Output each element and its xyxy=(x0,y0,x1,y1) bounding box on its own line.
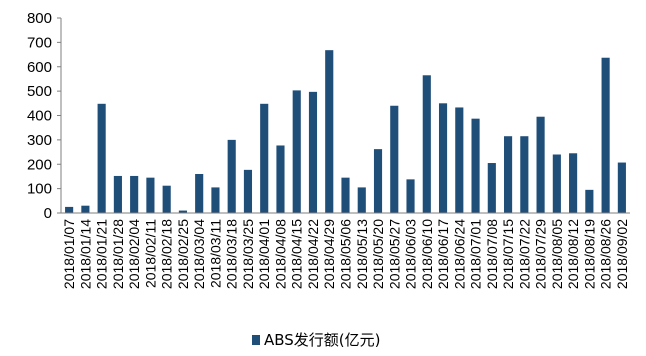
bar xyxy=(308,91,318,213)
x-tick-label: 2018/02/18 xyxy=(159,219,175,289)
x-tick-label: 2018/03/18 xyxy=(224,219,240,289)
bar xyxy=(227,139,236,213)
bar xyxy=(276,145,285,213)
legend: ABS发行额(亿元) xyxy=(252,331,381,349)
bar xyxy=(585,189,594,213)
bar xyxy=(406,179,415,213)
y-tick-label: 500 xyxy=(27,83,52,100)
x-tick-label: 2018/04/15 xyxy=(289,219,305,289)
x-tick-label: 2018/04/29 xyxy=(321,219,337,289)
x-axis: 2018/01/07 2018/01/14 2018/01/21 2018/01/28… xyxy=(61,212,630,289)
x-tick-label: 2018/03/11 xyxy=(207,219,223,288)
x-tick-label: 2018/07/15 xyxy=(500,219,516,289)
bar xyxy=(325,50,334,213)
x-tick-label: 2018/06/10 xyxy=(419,219,435,289)
bar xyxy=(260,103,269,213)
x-tick-label: 2018/05/27 xyxy=(386,219,402,289)
bar xyxy=(487,163,496,213)
bar xyxy=(292,90,301,213)
bar xyxy=(130,175,139,213)
y-tick-label: 800 xyxy=(27,10,52,27)
bar xyxy=(552,154,561,213)
bar xyxy=(211,187,220,213)
x-tick-label: 2018/08/05 xyxy=(549,219,565,289)
legend-swatch xyxy=(252,335,260,345)
x-tick-label: 2018/06/03 xyxy=(403,219,419,289)
y-tick-label: 300 xyxy=(27,132,52,149)
x-tick-label: 2018/07/01 xyxy=(468,219,484,289)
y-tick-label: 400 xyxy=(27,108,52,125)
bars xyxy=(65,50,626,214)
x-tick-label: 2018/08/26 xyxy=(598,219,614,289)
x-tick-label: 2018/03/04 xyxy=(191,219,207,289)
bar xyxy=(601,57,610,214)
bar xyxy=(471,118,480,213)
y-tick-label: 700 xyxy=(27,34,52,51)
y-tick-label: 600 xyxy=(27,59,52,76)
bar xyxy=(65,206,74,213)
bar xyxy=(162,185,171,213)
x-tick-label: 2018/03/25 xyxy=(240,219,256,289)
bar xyxy=(373,149,383,213)
bar xyxy=(357,187,366,213)
bar xyxy=(422,75,431,213)
bar xyxy=(520,136,529,213)
bar xyxy=(195,174,204,213)
bar xyxy=(341,177,350,213)
x-tick-label: 2018/05/06 xyxy=(338,219,354,289)
x-tick-label: 2018/01/07 xyxy=(61,219,77,289)
bar xyxy=(97,103,106,213)
bar xyxy=(536,116,545,213)
x-tick-label: 2018/01/14 xyxy=(77,219,93,289)
x-tick-label: 2018/08/12 xyxy=(565,219,581,289)
x-tick-label: 2018/07/29 xyxy=(533,219,549,289)
x-tick-label: 2018/07/22 xyxy=(516,219,532,289)
x-tick-label: 2018/08/19 xyxy=(581,219,597,289)
x-tick-label: 2018/04/22 xyxy=(305,219,321,289)
x-tick-label: 2018/04/01 xyxy=(256,219,272,289)
x-tick-label: 2018/02/11 xyxy=(142,219,158,288)
x-tick-label: 2018/07/08 xyxy=(484,219,500,289)
x-tick-label: 2018/02/04 xyxy=(126,219,142,289)
bar xyxy=(617,162,626,213)
x-tick-label: 2018/01/21 xyxy=(94,219,110,289)
x-tick-label: 2018/04/08 xyxy=(272,219,288,289)
x-tick-label: 2018/09/02 xyxy=(614,219,630,289)
x-tick-label: 2018/05/13 xyxy=(354,219,370,289)
bar xyxy=(438,103,448,213)
bar xyxy=(390,105,399,213)
bar xyxy=(146,177,155,213)
bar xyxy=(569,153,578,213)
y-axis: 0 100 200 300 400 500 600 700 800 xyxy=(27,10,62,222)
legend-label: ABS发行额(亿元) xyxy=(264,331,381,349)
y-tick-label: 200 xyxy=(27,156,52,173)
bar xyxy=(113,175,122,213)
bar xyxy=(455,107,464,213)
bar xyxy=(243,169,253,213)
bar xyxy=(178,210,187,213)
bar xyxy=(504,136,513,213)
x-tick-label: 2018/05/20 xyxy=(370,219,386,289)
y-tick-label: 100 xyxy=(27,181,52,198)
x-tick-label: 2018/01/28 xyxy=(110,219,126,289)
x-tick-label: 2018/06/17 xyxy=(435,219,451,289)
bar xyxy=(81,205,90,213)
y-tick-label: 0 xyxy=(44,205,52,222)
x-tick-label: 2018/02/25 xyxy=(175,219,191,289)
x-tick-label: 2018/06/24 xyxy=(451,219,467,289)
